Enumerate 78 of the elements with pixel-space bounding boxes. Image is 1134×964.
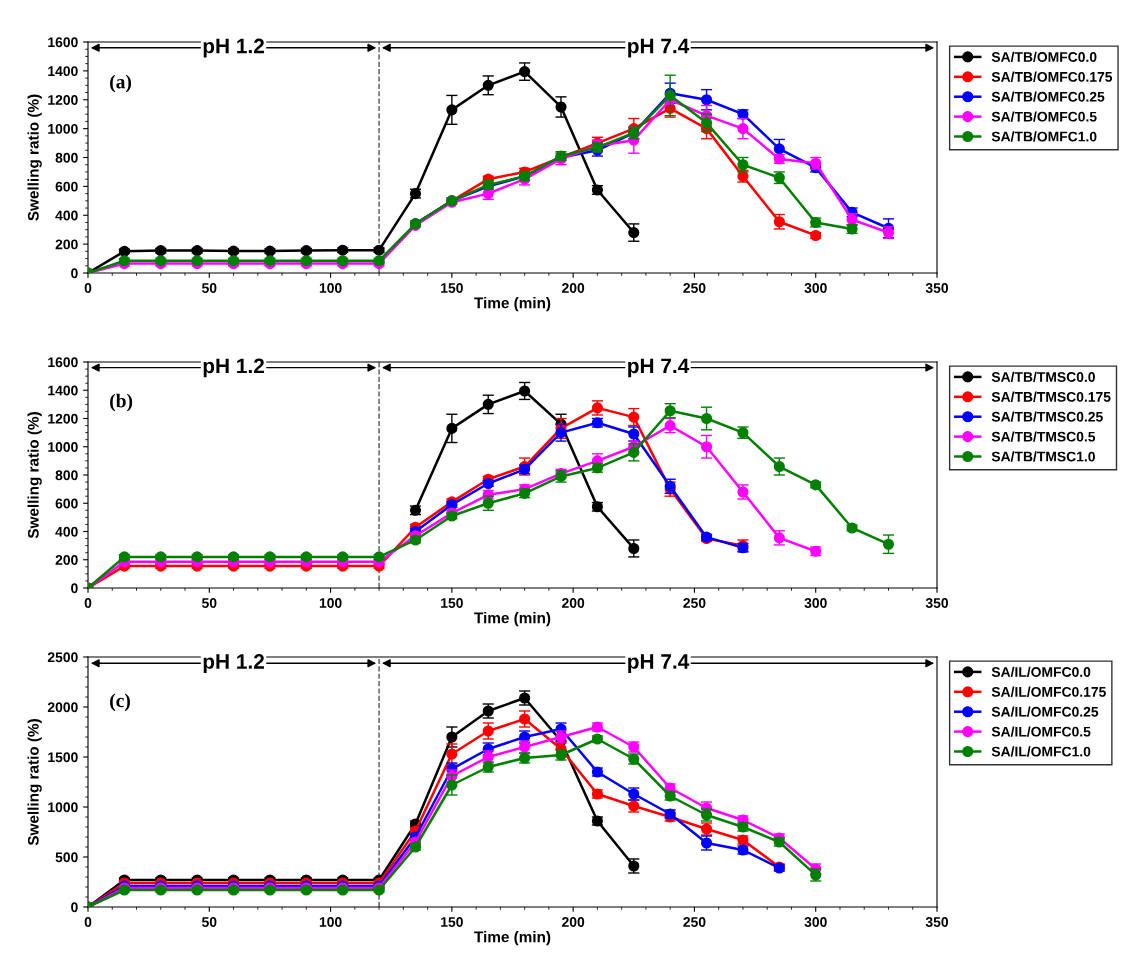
y-tick-label: 800	[55, 152, 78, 163]
legend-label: SA/IL/OMFC0.175	[991, 686, 1106, 697]
x-tick-label: 250	[683, 598, 706, 608]
x-tick-label: 0	[84, 283, 92, 293]
annotation: (a)	[110, 74, 132, 93]
x-tick-label: 50	[201, 917, 217, 927]
annotation: pH 7.4	[628, 654, 690, 673]
y-tick-label: 200	[55, 239, 78, 250]
y-tick-label: 500	[55, 852, 78, 863]
y-tick-label: 400	[55, 210, 78, 221]
y-tick-label: 1200	[48, 95, 78, 105]
y-tick-label: 1000	[48, 802, 78, 813]
x-tick-label: 200	[562, 283, 585, 293]
y-tick-label: 1200	[48, 413, 78, 424]
x-tick-label: 150	[441, 283, 463, 293]
x-axis-title: Time (min)	[474, 612, 551, 627]
annotation: pH 7.4	[628, 38, 690, 58]
x-tick-label: 300	[804, 283, 827, 293]
annotation: pH 7.4	[628, 358, 690, 378]
y-tick-label: 600	[55, 498, 78, 509]
y-tick-label: 0	[71, 902, 78, 913]
x-axis-title: Time (min)	[474, 297, 551, 312]
y-tick-label: 600	[55, 181, 78, 192]
x-tick-label: 350	[925, 283, 949, 293]
x-tick-label: 250	[683, 283, 706, 293]
legend-label: SA/IL/OMFC1.0	[991, 746, 1091, 757]
x-tick-label: 50	[201, 283, 217, 293]
x-axis-title: Time (min)	[474, 931, 551, 946]
legend-label: SA/IL/OMFC0.5	[991, 726, 1091, 737]
x-tick-label: 0	[84, 917, 92, 927]
y-axis-title: Swelling ratio (%)	[27, 412, 42, 539]
x-tick-label: 100	[319, 598, 342, 608]
annotation: pH 1.2	[203, 38, 264, 58]
y-tick-label: 2000	[47, 702, 78, 713]
x-tick-label: 250	[683, 917, 706, 927]
x-tick-label: 200	[562, 598, 585, 608]
legend-label: SA/TB/OMFC0.0	[991, 51, 1097, 63]
y-axis-title: Swelling ratio (%)	[27, 719, 42, 846]
y-tick-label: 0	[71, 268, 78, 279]
x-tick-label: 300	[804, 917, 827, 927]
y-tick-label: 1000	[48, 123, 78, 134]
y-tick-label: 400	[55, 526, 78, 537]
y-tick-label: 1000	[48, 442, 78, 452]
y-tick-label: 2500	[47, 652, 78, 663]
x-tick-label: 350	[925, 917, 949, 927]
y-tick-label: 200	[55, 555, 78, 565]
y-axis-title: Swelling ratio (%)	[27, 94, 42, 221]
x-tick-label: 200	[562, 917, 585, 927]
legend-label: SA/TB/OMFC0.25	[991, 91, 1105, 102]
x-tick-label: 300	[804, 598, 827, 608]
y-tick-label: 1600	[48, 37, 78, 48]
legend-label: SA/TB/OMFC1.0	[991, 131, 1097, 142]
annotation: pH 1.2	[203, 358, 264, 378]
legend-label: SA/TB/TMSC0.175	[991, 391, 1111, 402]
y-tick-label: 1600	[48, 357, 78, 368]
legend-label: SA/TB/TMSC0.5	[991, 431, 1096, 442]
x-tick-label: 150	[441, 598, 463, 608]
y-tick-label: 1500	[48, 752, 78, 763]
legend-label: SA/TB/OMFC0.175	[991, 71, 1113, 82]
annotation: pH 1.2	[203, 654, 264, 673]
x-tick-label: 100	[319, 917, 342, 927]
y-tick-label: 1400	[48, 66, 78, 77]
legend-label: SA/IL/OMFC0.0	[991, 666, 1091, 678]
y-tick-label: 0	[71, 583, 78, 594]
legend-label: SA/TB/TMSC1.0	[991, 451, 1095, 462]
y-tick-label: 800	[55, 470, 78, 481]
x-tick-label: 150	[441, 917, 463, 927]
legend-label: SA/TB/OMFC0.5	[991, 111, 1097, 122]
x-tick-label: 50	[201, 598, 217, 608]
annotation: (b)	[110, 393, 133, 412]
x-tick-label: 100	[319, 283, 342, 293]
y-tick-label: 1400	[48, 385, 78, 396]
x-tick-label: 0	[84, 598, 92, 608]
legend-label: SA/TB/TMSC0.0	[991, 371, 1095, 383]
annotation: (c)	[110, 693, 130, 712]
x-tick-label: 350	[925, 598, 949, 608]
legend-label: SA/IL/OMFC0.25	[991, 706, 1099, 717]
legend-label: SA/TB/TMSC0.25	[991, 411, 1103, 422]
